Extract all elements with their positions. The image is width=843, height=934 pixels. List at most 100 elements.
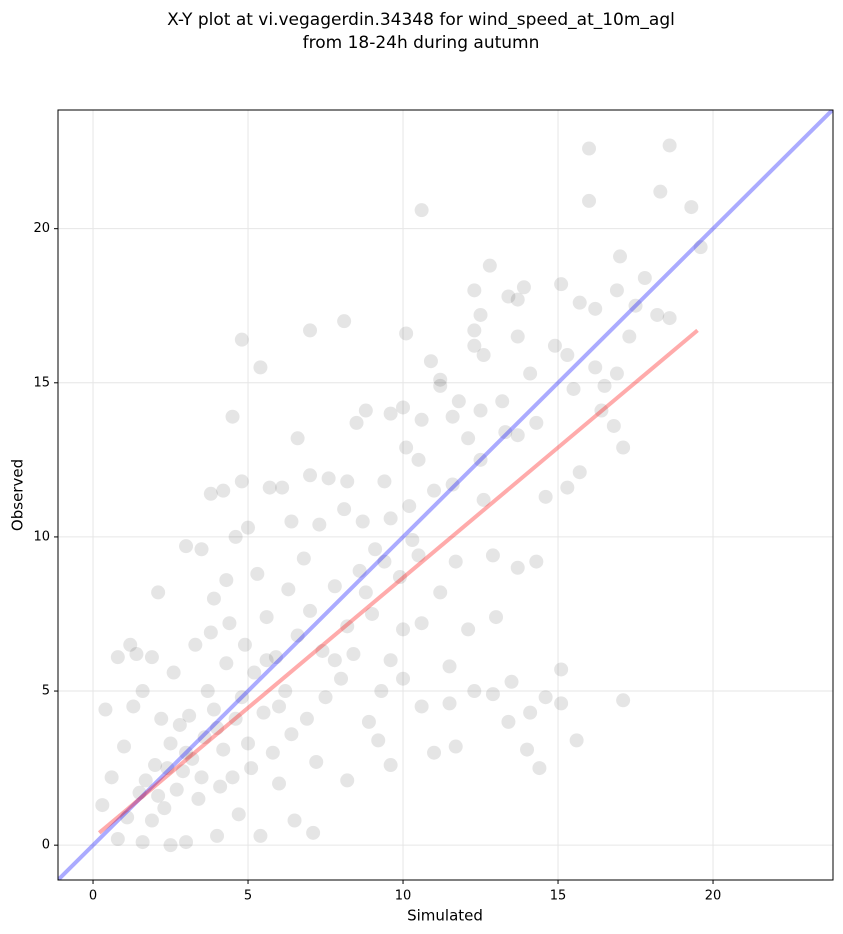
point (613, 249, 628, 264)
point (299, 711, 314, 726)
point (461, 622, 476, 637)
point (560, 480, 575, 495)
point (327, 579, 342, 594)
point (467, 338, 482, 353)
point (197, 730, 212, 745)
point (445, 409, 460, 424)
point (383, 653, 398, 668)
point (396, 622, 411, 637)
point (523, 705, 538, 720)
fit-line (97, 328, 699, 835)
point (588, 301, 603, 316)
point (234, 474, 249, 489)
y-tick-label: 20 (33, 221, 50, 236)
point (501, 714, 516, 729)
point (225, 770, 240, 785)
point (371, 733, 386, 748)
point (560, 348, 575, 363)
point (290, 628, 305, 643)
point (609, 283, 624, 298)
point (547, 338, 562, 353)
point (272, 776, 287, 791)
point (569, 733, 584, 748)
point (529, 554, 544, 569)
point (451, 394, 466, 409)
point (194, 542, 209, 557)
point (312, 517, 327, 532)
point (321, 471, 336, 486)
point (504, 674, 519, 689)
point (203, 486, 218, 501)
point (250, 566, 265, 581)
point (303, 468, 318, 483)
point (185, 751, 200, 766)
point (334, 671, 349, 686)
point (510, 560, 525, 575)
point (399, 440, 414, 455)
point (179, 539, 194, 554)
point (151, 585, 166, 600)
point (188, 637, 203, 652)
point (554, 696, 569, 711)
y-tick-label: 5 (42, 684, 50, 699)
point (206, 702, 221, 717)
point (337, 502, 352, 517)
point (414, 699, 429, 714)
point (467, 283, 482, 298)
plot-area (58, 110, 833, 880)
x-tick-label: 0 (89, 889, 97, 904)
point (414, 616, 429, 631)
point (281, 582, 296, 597)
point (172, 717, 187, 732)
y-axis-label: Observed (9, 459, 27, 531)
point (98, 702, 113, 717)
point (256, 705, 271, 720)
point (461, 431, 476, 446)
point (151, 788, 166, 803)
point (572, 295, 587, 310)
point (473, 452, 488, 467)
point (433, 585, 448, 600)
point (179, 835, 194, 850)
point (144, 813, 159, 828)
point (442, 659, 457, 674)
fit-line (58, 110, 833, 880)
point (473, 403, 488, 418)
point (349, 415, 364, 430)
point (179, 745, 194, 760)
point (582, 141, 597, 156)
point (241, 736, 256, 751)
point (191, 791, 206, 806)
point (498, 425, 513, 440)
chart-title: X-Y plot at vi.vegagerdin.34348 for wind… (167, 10, 675, 30)
point (476, 348, 491, 363)
point (358, 585, 373, 600)
point (383, 758, 398, 773)
y-tick-label: 0 (42, 838, 50, 853)
point (228, 711, 243, 726)
point (290, 431, 305, 446)
point (135, 684, 150, 699)
point (175, 764, 190, 779)
point (120, 810, 135, 825)
point (597, 378, 612, 393)
point (628, 298, 643, 313)
point (588, 360, 603, 375)
point (262, 480, 277, 495)
point (572, 465, 587, 480)
y-tick-label: 15 (33, 375, 50, 390)
point (253, 360, 268, 375)
x-tick-label: 15 (550, 889, 567, 904)
point (135, 835, 150, 850)
point (523, 366, 538, 381)
point (399, 326, 414, 341)
point (247, 665, 262, 680)
point (352, 563, 367, 578)
point (163, 838, 178, 853)
point (510, 428, 525, 443)
point (402, 499, 417, 514)
point (210, 828, 225, 843)
point (427, 745, 442, 760)
point (296, 551, 311, 566)
